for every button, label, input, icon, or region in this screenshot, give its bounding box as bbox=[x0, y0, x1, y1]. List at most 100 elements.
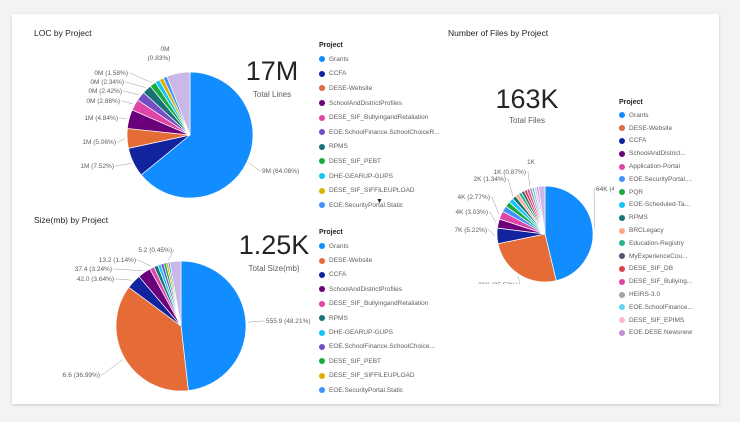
legend-item[interactable]: DESE_SIF_BullyingandRetaliation bbox=[319, 297, 435, 311]
pie-slice[interactable] bbox=[537, 185, 546, 235]
pie-slice[interactable] bbox=[497, 233, 557, 283]
files-kpi-value: 163K bbox=[495, 84, 559, 114]
legend-item[interactable]: DESE_SIF_EPIMS bbox=[619, 314, 693, 327]
legend-item[interactable]: DESE-Website bbox=[619, 122, 693, 135]
legend-item[interactable]: Grants bbox=[319, 52, 440, 67]
legend-item[interactable]: PQR bbox=[619, 186, 693, 199]
legend-item[interactable]: Grants bbox=[319, 239, 435, 253]
legend-item[interactable]: DESE_SIF_Bullying... bbox=[619, 275, 693, 288]
legend-item[interactable]: Application-Portal bbox=[619, 160, 693, 173]
loc-legend-title: Project bbox=[319, 42, 343, 49]
files-kpi-label: Total Files bbox=[508, 116, 545, 125]
legend-dot-icon bbox=[319, 173, 325, 180]
legend-dot-icon bbox=[619, 112, 625, 119]
legend-item[interactable]: DESE-Website bbox=[319, 81, 440, 96]
files-pie-chart[interactable]: 64K (46.25%) 36K (25.52%) 7K (5.22%) 4K (3.… bbox=[444, 154, 614, 284]
legend-dot-icon bbox=[319, 329, 325, 336]
legend-dot-icon bbox=[619, 163, 625, 170]
legend-item[interactable]: EOE.SchoolFinance... bbox=[619, 301, 693, 314]
pie-leader-line bbox=[117, 138, 126, 143]
pie-leader-line bbox=[248, 162, 261, 172]
legend-item[interactable]: Grants bbox=[619, 109, 693, 122]
legend-item[interactable]: DHE-GEARUP-GUPS bbox=[319, 169, 440, 184]
legend-item-label: RPMS bbox=[329, 314, 348, 322]
legend-item[interactable]: CCFA bbox=[319, 268, 435, 282]
size-pie-chart[interactable]: 555.9 (48.21%) 426.6 (36.99%) 42.0 (3.64%)… bbox=[62, 230, 322, 400]
pie-data-label: 0M (2.88%) bbox=[86, 98, 120, 105]
legend-item[interactable]: BRCLegacy bbox=[619, 224, 693, 237]
pie-slice[interactable] bbox=[140, 71, 254, 199]
legend-item[interactable]: RPMS bbox=[319, 140, 440, 155]
legend-dot-icon bbox=[319, 271, 325, 278]
legend-item-label: DESE_SIF_SIFFILEUPLOAD bbox=[329, 372, 415, 380]
legend-item[interactable]: CCFA bbox=[619, 135, 693, 148]
pie-leader-line bbox=[119, 117, 128, 119]
pie-leader-line bbox=[125, 81, 146, 88]
legend-item[interactable]: EOE.SchoolFinance.SchoolChoiceR... bbox=[319, 125, 440, 140]
legend-item[interactable]: SchoolAndDistrictProfiles bbox=[319, 282, 435, 296]
legend-item[interactable]: Education-Registry bbox=[619, 237, 693, 250]
legend-item[interactable]: EOE.SchoolFinance.SchoolChoice... bbox=[319, 340, 435, 354]
pie-data-label: 7K (5.22%) bbox=[454, 227, 487, 234]
legend-item[interactable]: DESE_SIF_PEBT bbox=[319, 154, 440, 169]
pie-data-label: 0M (1.58%) bbox=[94, 70, 128, 77]
legend-item[interactable]: HEIRS-3.0 bbox=[619, 288, 693, 301]
legend-item-label: DESE-Website bbox=[329, 257, 373, 265]
legend-item-label: DESE_SIF_BullyingandRetaliation bbox=[329, 300, 429, 308]
legend-item[interactable]: RPMS bbox=[319, 311, 435, 325]
legend-item[interactable]: EOE.SecurityPortal.... bbox=[619, 173, 693, 186]
legend-item[interactable]: SchoolAndDistrictProfiles bbox=[319, 96, 440, 111]
pie-leader-line bbox=[101, 359, 124, 376]
legend-item-label: EOE.SchoolFinance.SchoolChoice... bbox=[329, 343, 435, 351]
pie-slice[interactable] bbox=[180, 260, 247, 391]
legend-item[interactable]: DESE_SIF_BullyingandRetaliation bbox=[319, 110, 440, 125]
legend-item[interactable]: EOE.DESE.Newsnew bbox=[619, 327, 693, 340]
pie-leader-line bbox=[247, 320, 265, 323]
legend-item[interactable]: SchoolAndDistrict... bbox=[619, 147, 693, 160]
legend-dot-icon bbox=[619, 176, 625, 183]
legend-dot-icon bbox=[319, 343, 325, 350]
legend-item-label: SchoolAndDistrictProfiles bbox=[329, 99, 402, 107]
legend-item[interactable]: CCFA bbox=[319, 67, 440, 82]
legend-dot-icon bbox=[319, 100, 325, 107]
pie-data-label: (0.83%) bbox=[148, 55, 171, 62]
pie-leader-line bbox=[593, 188, 595, 229]
legend-item[interactable]: EOE.SecurityPortal.Static bbox=[319, 383, 435, 397]
pie-data-label: 0M (2.34%) bbox=[90, 79, 124, 86]
legend-item-label: DESE_SIF_PEBT bbox=[329, 157, 382, 165]
legend-dot-icon bbox=[619, 150, 625, 157]
pie-slice[interactable] bbox=[115, 286, 189, 392]
legend-item-label: DESE_SIF_SIFFILEUPLOAD bbox=[329, 187, 415, 195]
legend-item-label: Application-Portal bbox=[629, 163, 680, 171]
loc-kpi-value: 17M bbox=[245, 56, 299, 86]
legend-item[interactable]: DHE-GEARUP-GUPS bbox=[319, 325, 435, 339]
loc-legend-scroll-down-icon[interactable]: ▼ bbox=[376, 198, 383, 205]
pie-data-label: 37.4 (3.24%) bbox=[75, 266, 112, 273]
legend-item[interactable]: DESE_SIF_DB bbox=[619, 263, 693, 276]
legend-item-label: SchoolAndDistrictProfiles bbox=[329, 285, 402, 293]
legend-dot-icon bbox=[319, 372, 325, 379]
legend-item-label: DESE_SIF_EPIMS bbox=[629, 316, 685, 324]
legend-item[interactable]: EOE-Scheduled-Ta... bbox=[619, 199, 693, 212]
legend-dot-icon bbox=[619, 137, 625, 144]
legend-item[interactable]: EOE.SecurityPortal.Static bbox=[319, 198, 440, 213]
legend-dot-icon bbox=[319, 257, 325, 264]
legend-item[interactable]: RPMS bbox=[619, 211, 693, 224]
pie-slice[interactable] bbox=[544, 185, 594, 282]
legend-item[interactable]: MyExperienceCou... bbox=[619, 250, 693, 263]
pie-data-label: 0M bbox=[160, 46, 169, 53]
loc-pie-chart[interactable]: 9M (64.08%) 1M (7.52%) 1M (5.06%) 1M (4.84%… bbox=[62, 44, 312, 229]
pie-data-label: 1M (4.84%) bbox=[84, 115, 118, 122]
legend-item[interactable]: DESE-Website bbox=[319, 253, 435, 267]
legend-item-label: BRCLegacy bbox=[629, 227, 664, 235]
pie-data-label: 426.6 (36.99%) bbox=[62, 372, 100, 379]
legend-item[interactable]: DESE_SIF_PEBT bbox=[319, 354, 435, 368]
legend-item[interactable]: DESE_SIF_SIFFILEUPLOAD bbox=[319, 369, 435, 383]
pie-slice[interactable] bbox=[169, 260, 182, 327]
pie-slice[interactable] bbox=[166, 71, 191, 136]
legend-item[interactable]: DESE_SIF_SIFFILEUPLOAD bbox=[319, 183, 440, 198]
pie-leader-line bbox=[507, 178, 514, 196]
pie-leader-line bbox=[121, 100, 133, 105]
legend-dot-icon bbox=[319, 143, 325, 150]
pie-leader-line bbox=[129, 72, 152, 83]
